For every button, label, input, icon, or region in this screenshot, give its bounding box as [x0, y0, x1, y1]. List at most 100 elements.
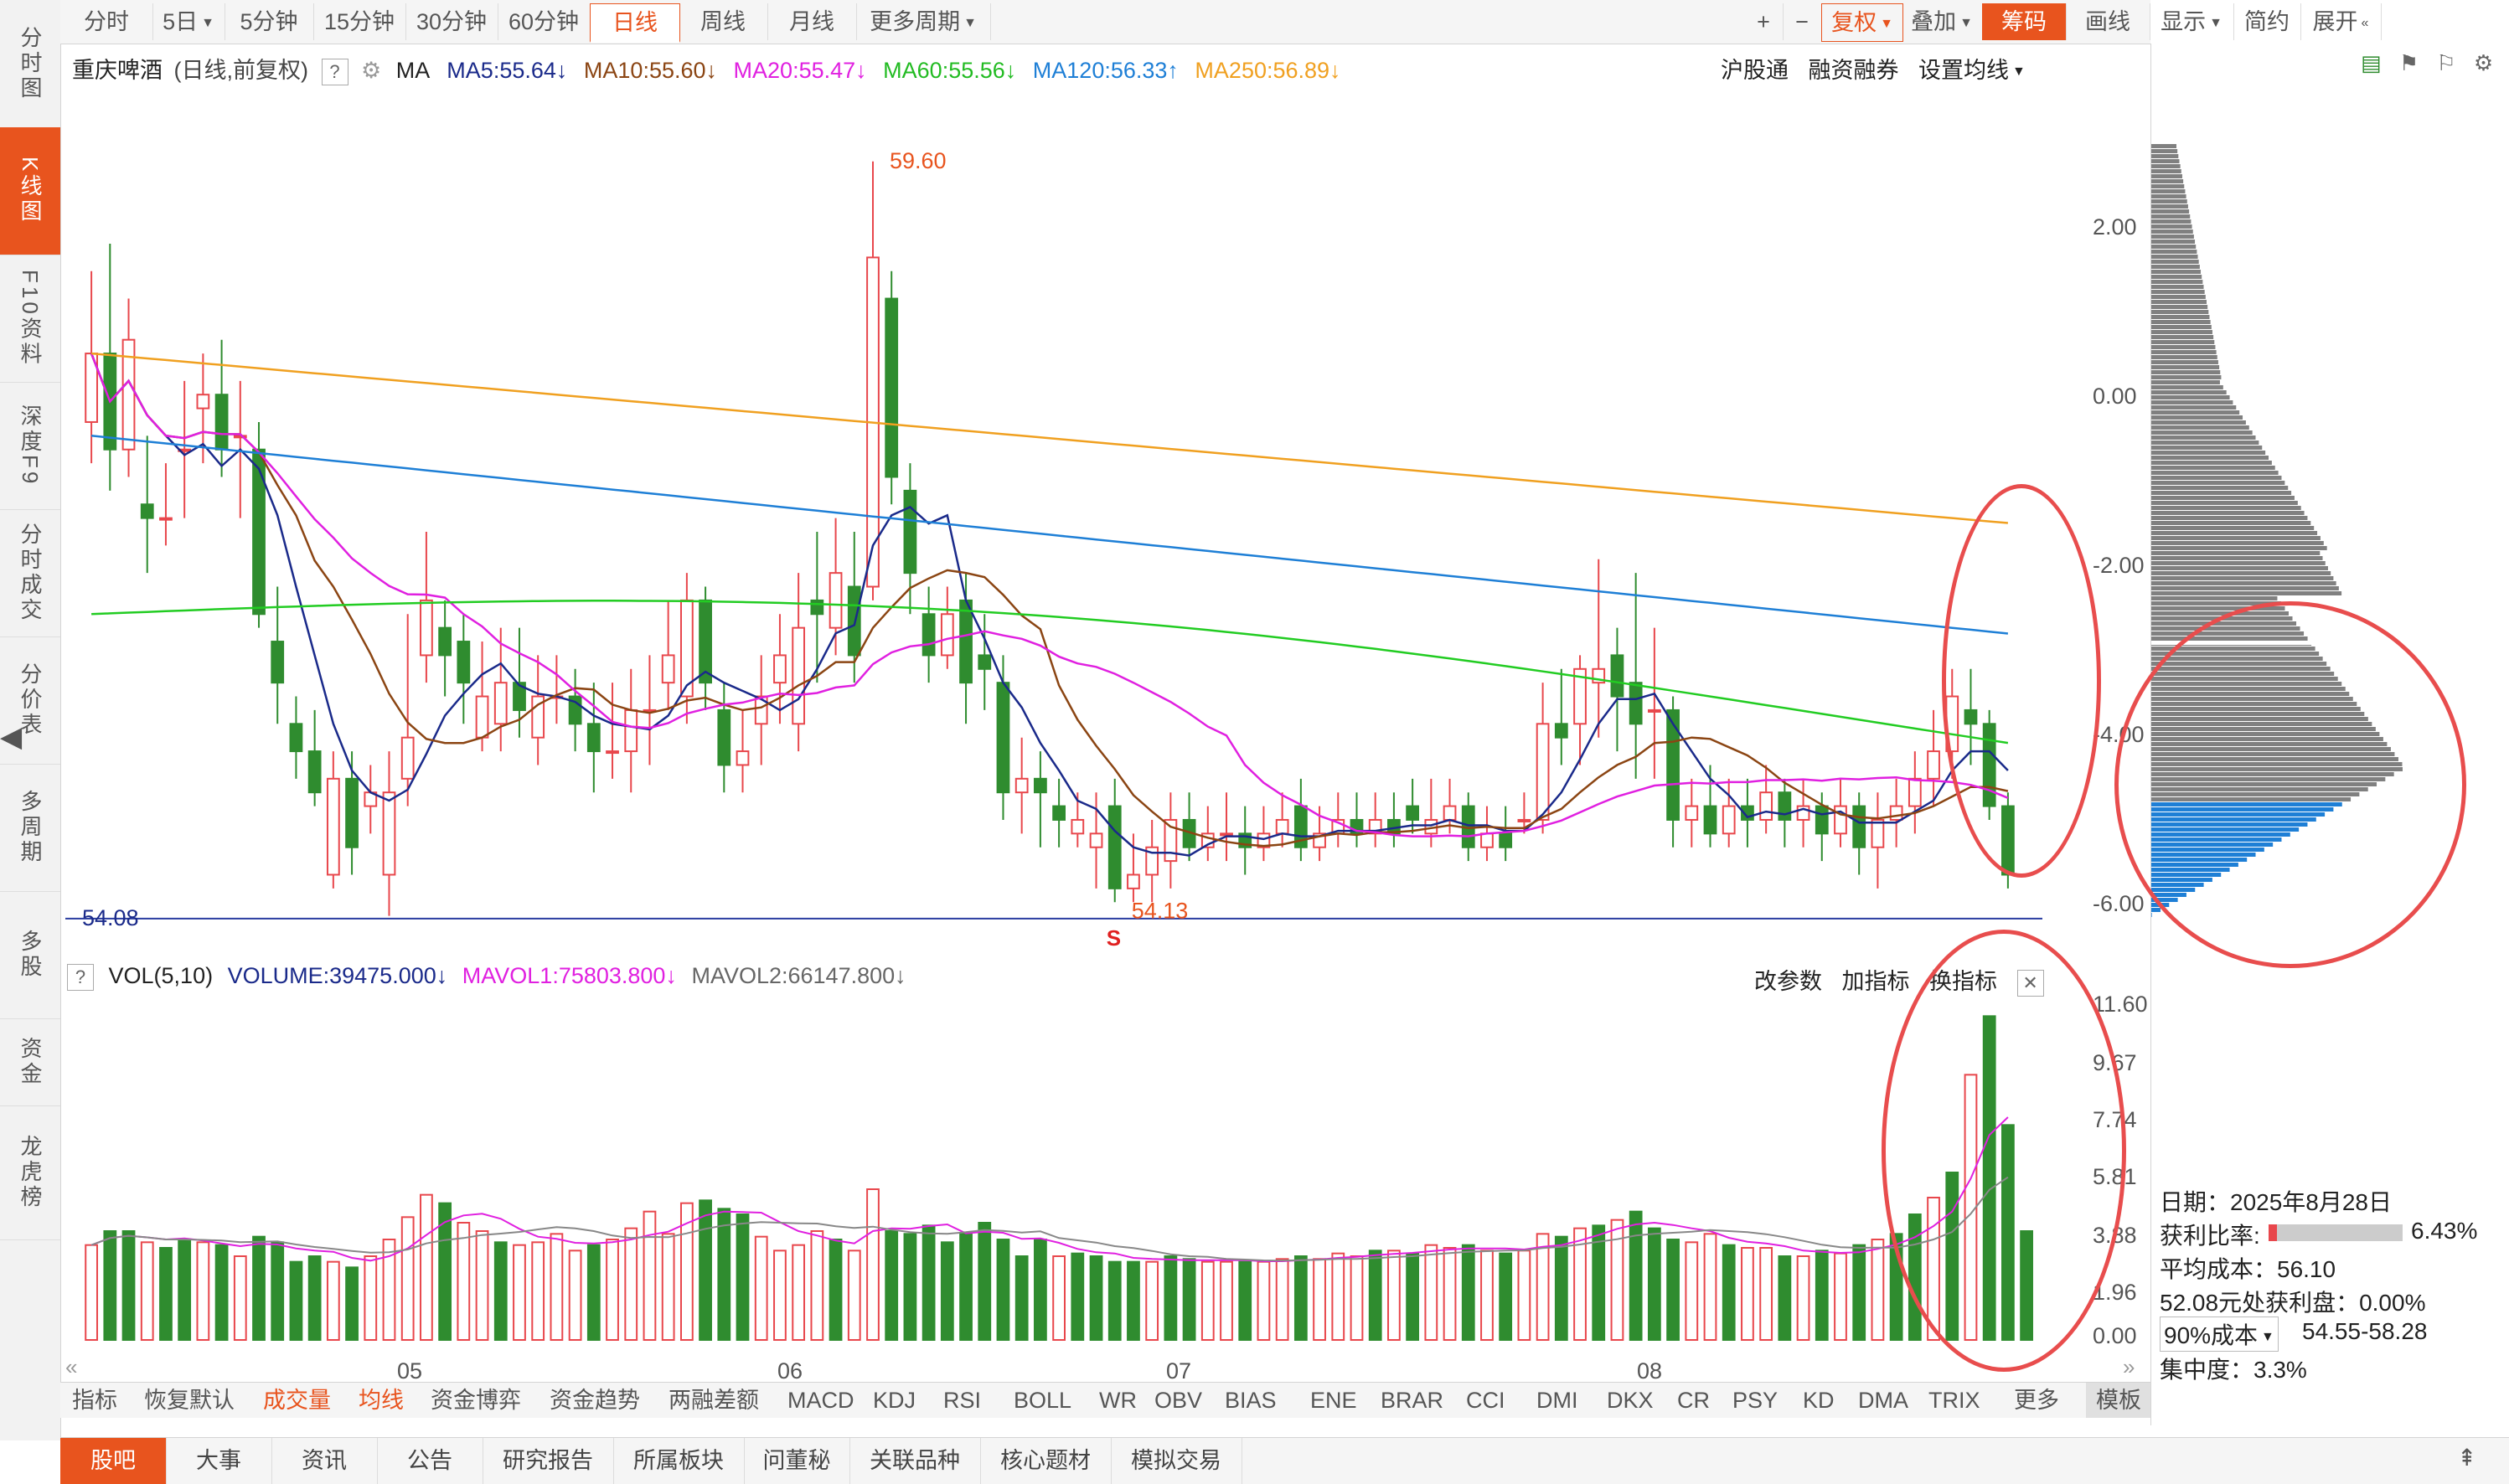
- left-nav-2[interactable]: F10资料: [0, 255, 60, 383]
- indicator-tab-25[interactable]: 模板: [2086, 1383, 2151, 1418]
- volume-bar: [1871, 1239, 1885, 1341]
- collapse-left-icon[interactable]: ◀: [0, 721, 23, 753]
- ma60-line: [91, 600, 2009, 745]
- indicator-tab-2[interactable]: 成交量: [263, 1388, 331, 1413]
- bottom-tab-5[interactable]: 所属板块: [613, 1438, 745, 1484]
- chip-settings-icon[interactable]: ⚙: [2473, 50, 2494, 75]
- indicator-tab-1[interactable]: 恢复默认: [144, 1388, 235, 1413]
- flag-icon[interactable]: ⚑: [2398, 50, 2419, 75]
- period-tab-0[interactable]: 分时: [60, 3, 153, 40]
- indicator-tab-19[interactable]: CR: [1677, 1388, 1710, 1413]
- tool-2[interactable]: 复权 ▼: [1821, 3, 1903, 42]
- bottom-tab-2[interactable]: 资讯: [271, 1438, 378, 1484]
- bottom-tab-9[interactable]: 模拟交易: [1111, 1438, 1242, 1484]
- chip-bar: [2151, 446, 2263, 450]
- add-indicator-link[interactable]: 加指标: [1841, 969, 1910, 994]
- indicator-tab-18[interactable]: DKX: [1607, 1388, 1654, 1413]
- tool-1[interactable]: −: [1783, 3, 1822, 40]
- left-nav-7[interactable]: 多股: [0, 891, 60, 1019]
- hsgt-link[interactable]: 沪股通: [1721, 58, 1789, 83]
- indicator-tab-3[interactable]: 均线: [359, 1388, 404, 1413]
- volume-bar: [1499, 1252, 1513, 1341]
- tool-8[interactable]: 展开 «: [2300, 3, 2382, 40]
- flag-alt-icon[interactable]: ⚐: [2436, 50, 2456, 75]
- period-tab-9[interactable]: 更多周期 ▼: [856, 3, 991, 40]
- bottom-tab-6[interactable]: 问董秘: [744, 1438, 850, 1484]
- indicator-tab-8[interactable]: KDJ: [873, 1388, 916, 1413]
- indicator-tab-22[interactable]: DMA: [1858, 1388, 1908, 1413]
- bottom-tab-3[interactable]: 公告: [377, 1438, 483, 1484]
- indicator-tab-20[interactable]: PSY: [1732, 1388, 1778, 1413]
- period-tab-7[interactable]: 周线: [679, 3, 768, 40]
- tool-5[interactable]: 画线: [2066, 3, 2150, 40]
- indicator-tab-17[interactable]: DMI: [1536, 1388, 1578, 1413]
- tool-0[interactable]: +: [1744, 3, 1784, 40]
- bottom-tab-1[interactable]: 大事: [166, 1438, 272, 1484]
- indicator-tab-16[interactable]: CCI: [1466, 1388, 1505, 1413]
- indicator-tab-5[interactable]: 资金趋势: [550, 1388, 640, 1413]
- period-tab-6[interactable]: 日线: [590, 3, 680, 43]
- left-vertical-nav: 分时图 K线图 F10资料 深度F9 分时成交 分价表 多周期 多股 资金 龙虎榜: [0, 0, 61, 1440]
- indicator-tab-9[interactable]: RSI: [943, 1388, 982, 1413]
- volume-chart[interactable]: [65, 988, 2042, 1348]
- indicator-tab-24[interactable]: 更多: [2014, 1388, 2059, 1413]
- bottom-tab-7[interactable]: 关联品种: [849, 1438, 981, 1484]
- left-nav-3[interactable]: 深度F9: [0, 382, 60, 510]
- caret-down-icon: ▼: [201, 15, 214, 30]
- bottom-tab-4[interactable]: 研究报告: [483, 1438, 614, 1484]
- cost-select[interactable]: 90%成本 ▼: [2160, 1317, 2279, 1352]
- chip-bar: [2151, 255, 2198, 259]
- volume-bar: [1852, 1244, 1866, 1341]
- period-tab-5[interactable]: 60分钟: [498, 3, 591, 40]
- candle: [643, 655, 657, 765]
- help-icon[interactable]: ?: [67, 964, 94, 991]
- indicator-tab-10[interactable]: BOLL: [1014, 1388, 1072, 1413]
- indicator-tab-0[interactable]: 指标: [72, 1388, 117, 1413]
- indicator-tab-7[interactable]: MACD: [787, 1388, 854, 1413]
- indicator-tab-6[interactable]: 两融差额: [669, 1388, 759, 1413]
- chip-mode-icon[interactable]: ▤: [2361, 50, 2382, 75]
- ma-label: MA: [395, 58, 429, 83]
- period-tab-2[interactable]: 5分钟: [225, 3, 314, 40]
- indicator-tab-12[interactable]: OBV: [1154, 1388, 1203, 1413]
- candle: [1499, 806, 1513, 862]
- left-nav-6[interactable]: 多周期: [0, 764, 60, 892]
- scroll-left-icon[interactable]: «: [65, 1354, 78, 1379]
- left-nav-4[interactable]: 分时成交: [0, 509, 60, 637]
- set-ma-link[interactable]: 设置均线: [1918, 58, 2010, 83]
- tool-7[interactable]: 简约: [2233, 3, 2301, 40]
- settings-gear-icon[interactable]: ⚙: [361, 58, 382, 83]
- indicator-tab-15[interactable]: BRAR: [1381, 1388, 1444, 1413]
- kline-chart[interactable]: 59.60 54.13 S: [65, 84, 2042, 963]
- edit-params-link[interactable]: 改参数: [1754, 969, 1822, 994]
- left-nav-9[interactable]: 龙虎榜: [0, 1105, 60, 1240]
- collapse-icon: «: [2361, 15, 2369, 30]
- left-nav-0[interactable]: 分时图: [0, 0, 60, 128]
- indicator-tab-14[interactable]: ENE: [1310, 1388, 1357, 1413]
- period-tab-1[interactable]: 5日 ▼: [152, 3, 225, 40]
- left-nav-8[interactable]: 资金: [0, 1018, 60, 1106]
- period-tab-3[interactable]: 15分钟: [313, 3, 406, 40]
- expand-panel-icon[interactable]: ⇞: [2457, 1445, 2477, 1471]
- left-nav-5[interactable]: 分价表: [0, 636, 60, 765]
- tool-3[interactable]: 叠加 ▼: [1902, 3, 1983, 40]
- tool-4[interactable]: 筹码: [1982, 3, 2067, 40]
- tool-6[interactable]: 显示 ▼: [2150, 3, 2234, 40]
- chip-bar: [2151, 491, 2292, 495]
- indicator-tab-13[interactable]: BIAS: [1225, 1388, 1277, 1413]
- left-nav-1[interactable]: K线图: [0, 127, 60, 255]
- margin-link[interactable]: 融资融券: [1808, 58, 1899, 83]
- scroll-right-icon[interactable]: »: [2123, 1354, 2135, 1379]
- chip-bar: [2151, 204, 2188, 209]
- indicator-tab-11[interactable]: WR: [1099, 1388, 1137, 1413]
- indicator-tab-21[interactable]: KD: [1803, 1388, 1835, 1413]
- indicator-tab-23[interactable]: TRIX: [1928, 1388, 1980, 1413]
- bottom-tab-8[interactable]: 核心题材: [980, 1438, 1112, 1484]
- period-tab-8[interactable]: 月线: [767, 3, 857, 40]
- bottom-tab-0[interactable]: 股吧: [60, 1438, 167, 1484]
- indicator-tab-4[interactable]: 资金博弈: [431, 1388, 521, 1413]
- caret-down-icon[interactable]: ▼: [2012, 64, 2026, 79]
- volume-bar: [1275, 1258, 1289, 1342]
- period-tab-4[interactable]: 30分钟: [405, 3, 498, 40]
- help-icon[interactable]: ?: [321, 59, 348, 85]
